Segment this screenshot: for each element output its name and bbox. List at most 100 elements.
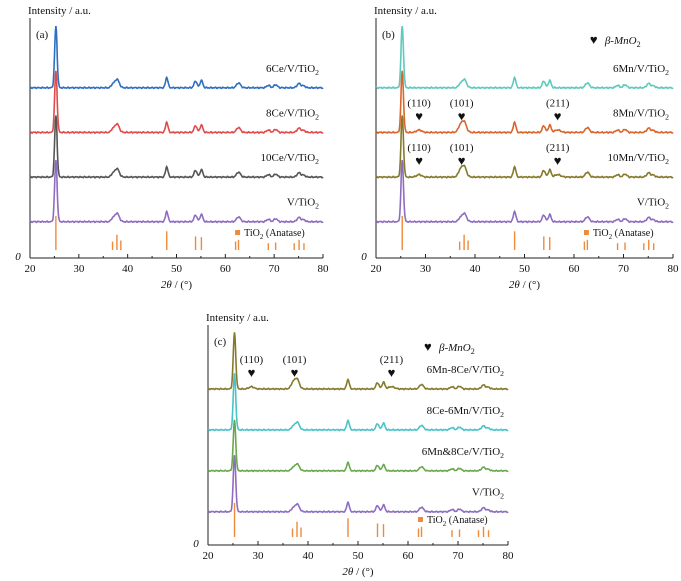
y-axis-label: Intensity / a.u.: [28, 5, 91, 17]
x-axis-label-symbol: 2θ: [342, 566, 354, 578]
reference-label-suffix: (Anatase): [263, 228, 304, 239]
reference-legend-label: TiO2 (Anatase): [593, 228, 654, 241]
y-axis-label: Intensity / a.u.: [206, 312, 269, 324]
series-line: [29, 70, 324, 135]
x-tick-label: 40: [122, 263, 134, 275]
legend-text-base: β-MnO: [604, 35, 637, 47]
legend-text-base: β-MnO: [438, 342, 471, 354]
series-label-sub: 2: [315, 112, 319, 121]
x-axis-label: 2θ / (°): [342, 566, 374, 578]
series-label-base: 6Mn&8Ce/V/TiO: [422, 446, 501, 458]
series-line: [375, 70, 674, 135]
legend-heart-icon: ♥: [590, 32, 598, 47]
legend-text-sub: 2: [637, 40, 641, 49]
series-line: [29, 115, 324, 179]
series-label: V/TiO2: [472, 487, 504, 501]
series-label-sub: 2: [500, 410, 504, 419]
series-label-base: V/TiO: [287, 197, 315, 209]
series-label-base: 6Ce/V/TiO: [266, 63, 315, 75]
series-label: V/TiO2: [287, 197, 319, 211]
reference-legend-swatch: [418, 517, 423, 522]
mno2-peak-heart-icon: ♥: [554, 153, 562, 168]
origin-label: 0: [361, 251, 367, 263]
x-tick-label: 50: [519, 263, 531, 275]
series-label: 8Ce/V/TiO2: [266, 107, 319, 121]
series-line: [375, 115, 674, 179]
peak-index-label: (110): [407, 142, 431, 154]
series-label-sub: 2: [500, 492, 504, 501]
series-label-sub: 2: [665, 202, 669, 211]
mno2-peak-heart-icon: ♥: [415, 153, 423, 168]
series-label-sub: 2: [665, 112, 669, 121]
x-tick-label: 80: [318, 263, 330, 275]
panel-label: (a): [36, 29, 49, 41]
series-label-sub: 2: [665, 157, 669, 166]
series-line: [375, 26, 674, 90]
legend-text-sub: 2: [471, 347, 475, 356]
series-line: [375, 160, 674, 224]
x-axis-label: 2θ / (°): [509, 279, 541, 291]
series-label: 6Mn/V/TiO2: [613, 63, 669, 77]
reference-label-sub: 2: [260, 233, 264, 241]
reference-label-base: TiO: [427, 515, 443, 526]
reference-legend-swatch: [235, 230, 241, 235]
peak-index-label: (101): [450, 142, 474, 154]
series-label: 6Mn&8Ce/V/TiO2: [422, 446, 504, 460]
reference-label-sub: 2: [609, 233, 613, 241]
x-tick-label: 50: [353, 550, 365, 562]
series-label-base: 8Ce-6Mn/V/TiO: [427, 405, 501, 417]
series-label: 10Mn/V/TiO2: [607, 152, 669, 166]
x-axis-label-symbol: 2θ: [161, 279, 173, 291]
panel-label: (c): [214, 336, 227, 348]
legend-text: β-MnO2: [604, 35, 641, 49]
x-axis-label-symbol: 2θ: [509, 279, 521, 291]
panel-2: 20 30 40 50 60 70 80 0 Intensity / a.u. 2θ / (°) (…: [361, 5, 679, 291]
peak-index-label: (211): [546, 97, 570, 109]
panel-1: 20 30 40 50 60 70 80 0 Intensity / a.u. 2θ / (°) (…: [15, 5, 329, 291]
peak-index-label: (211): [380, 354, 404, 366]
legend-heart-icon: ♥: [424, 339, 432, 354]
mno2-peak-heart-icon: ♥: [415, 108, 423, 123]
series-line: [207, 455, 509, 514]
mno2-peak-heart-icon: ♥: [388, 365, 396, 380]
series-line: [207, 373, 509, 432]
x-axis-label-unit: / (°): [172, 279, 193, 291]
x-tick-label: 30: [420, 263, 432, 275]
series-line: [207, 419, 509, 473]
reference-label-base: TiO: [244, 228, 260, 239]
peak-index-label: (110): [240, 354, 264, 366]
mno2-peak-heart-icon: ♥: [248, 365, 256, 380]
series-label: 10Ce/V/TiO2: [261, 152, 320, 166]
series-label: 8Mn/V/TiO2: [613, 107, 669, 121]
x-tick-label: 50: [171, 263, 183, 275]
x-tick-label: 60: [220, 263, 232, 275]
series-line: [207, 332, 509, 391]
series-label-base: 6Mn/V/TiO: [613, 63, 665, 75]
x-tick-label: 60: [569, 263, 581, 275]
panel-3: 20 30 40 50 60 70 80 0 Intensity / a.u. 2θ / (°) (…: [193, 312, 514, 578]
x-axis-label-unit: / (°): [520, 279, 541, 291]
series-label: 8Ce-6Mn/V/TiO2: [427, 405, 505, 419]
series-line: [29, 160, 324, 224]
x-tick-label: 20: [203, 550, 215, 562]
reference-legend-label: TiO2 (Anatase): [427, 515, 488, 528]
peak-index-label: (101): [283, 354, 307, 366]
series-label-base: 8Mn/V/TiO: [613, 107, 665, 119]
reference-label-sub: 2: [443, 520, 447, 528]
panel-label: (b): [382, 29, 395, 41]
peak-index-label: (101): [450, 97, 474, 109]
series-line: [29, 26, 324, 90]
series-label-base: 10Ce/V/TiO: [261, 152, 316, 164]
series-label-sub: 2: [500, 369, 504, 378]
series-label: 6Ce/V/TiO2: [266, 63, 319, 77]
series-label-base: 6Mn-8Ce/V/TiO: [427, 364, 501, 376]
origin-label: 0: [193, 538, 199, 550]
x-axis-label: 2θ / (°): [161, 279, 193, 291]
series-label-sub: 2: [500, 451, 504, 460]
x-tick-label: 70: [269, 263, 281, 275]
series-label: 6Mn-8Ce/V/TiO2: [427, 364, 505, 378]
series-label-sub: 2: [315, 157, 319, 166]
peak-index-label: (211): [546, 142, 570, 154]
x-tick-label: 70: [453, 550, 465, 562]
